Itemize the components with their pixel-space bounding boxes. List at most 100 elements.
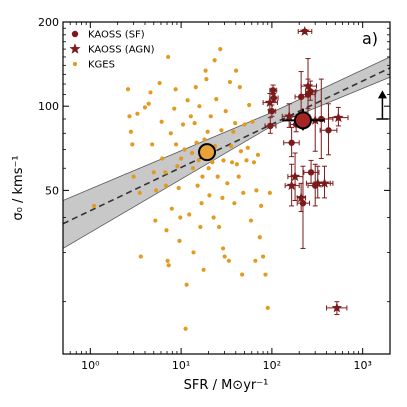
kges-point xyxy=(164,228,169,233)
kges-point xyxy=(151,170,156,175)
kges-point xyxy=(229,160,235,165)
x-tick-label: 10¹ xyxy=(172,359,190,372)
kges-point xyxy=(206,166,211,171)
kges-point xyxy=(220,195,225,200)
kges-point xyxy=(137,190,142,195)
kges-point xyxy=(257,235,262,240)
legend-label: KAOSS (AGN) xyxy=(88,45,155,56)
kges-point xyxy=(125,87,131,92)
kaoss-agn-point xyxy=(262,93,278,111)
kges-point xyxy=(207,193,212,198)
kges-point xyxy=(227,79,233,85)
kges-point xyxy=(166,54,171,60)
y-axis-title: σ₀ / kms⁻¹ xyxy=(11,155,26,220)
kges-point xyxy=(210,160,215,165)
kges-point xyxy=(244,158,249,163)
kges-point xyxy=(160,156,165,161)
kges-point xyxy=(191,250,196,255)
legend-kges-marker xyxy=(72,61,78,67)
kges-point xyxy=(163,170,168,175)
x-tick-label: 10² xyxy=(263,359,281,372)
kges-point xyxy=(202,137,207,142)
kges-point xyxy=(157,80,162,86)
kges-point xyxy=(150,142,155,147)
kaoss-agn-point xyxy=(326,301,348,315)
kges-point xyxy=(148,90,153,95)
kges-point xyxy=(200,174,205,179)
median-marker xyxy=(198,143,217,162)
star-marker xyxy=(299,25,310,36)
kaoss-agn-point xyxy=(295,182,307,213)
kges-point xyxy=(219,128,224,133)
kges-point xyxy=(232,201,237,206)
kges-point xyxy=(128,129,134,134)
kges-point xyxy=(197,104,202,109)
kges-point xyxy=(226,258,231,263)
arrow-layer xyxy=(376,90,389,120)
kges-point xyxy=(260,254,266,259)
circle-marker xyxy=(307,169,315,176)
kaoss-points xyxy=(262,25,349,315)
star-marker xyxy=(283,110,295,121)
kges-point xyxy=(173,142,179,147)
kges-point xyxy=(253,258,258,263)
kges-point xyxy=(199,201,204,206)
legend-kaoss-agn-marker xyxy=(69,43,81,54)
kges-point xyxy=(212,58,217,63)
x-axis-title: SFR / M⊙yr⁻¹ xyxy=(184,378,269,393)
kges-point xyxy=(194,140,199,145)
kges-point xyxy=(188,114,193,119)
circle-marker xyxy=(269,87,277,94)
kges-point xyxy=(172,106,177,111)
circle-marker xyxy=(325,127,332,134)
kges-point xyxy=(240,272,245,277)
kges-point xyxy=(234,162,240,167)
kges-point xyxy=(130,142,135,147)
median-marker xyxy=(293,111,312,130)
kges-point xyxy=(127,114,132,119)
kges-point xyxy=(166,263,171,268)
kges-point xyxy=(187,212,192,217)
kges-point xyxy=(159,119,164,124)
kges-point xyxy=(265,305,270,311)
x-tick-label: 10³ xyxy=(353,359,371,372)
kges-point xyxy=(165,258,170,263)
fit-line xyxy=(63,67,390,225)
kaoss-agn-point xyxy=(317,165,334,199)
median-markers xyxy=(198,108,325,162)
kges-point xyxy=(259,203,264,209)
kges-point xyxy=(247,102,252,108)
kges-point xyxy=(233,68,239,73)
kges-point xyxy=(176,185,181,191)
kaoss-sf-point xyxy=(269,84,278,96)
kges-point xyxy=(216,224,222,230)
plot-frame xyxy=(62,21,391,355)
kaoss-sf-point xyxy=(283,126,300,158)
kges-point xyxy=(242,122,247,127)
kges-point xyxy=(201,267,206,272)
kaoss-sf-point xyxy=(319,103,338,156)
kges-point xyxy=(233,121,238,126)
kges-point xyxy=(182,147,187,152)
circle-marker xyxy=(288,139,295,146)
axis-ticks: 10⁰ 10¹ 10² 10³ 50 100 200 xyxy=(38,16,391,372)
kges-point xyxy=(205,129,210,134)
kges-point xyxy=(195,183,200,188)
panel-label: a) xyxy=(362,29,378,48)
kges-point xyxy=(221,158,226,163)
kges-point xyxy=(218,47,223,52)
kges-point xyxy=(91,203,97,209)
kaoss-sf-point xyxy=(264,117,277,134)
legend: KAOSS (SF) KAOSS (AGN) KGES xyxy=(69,30,155,71)
kges-point xyxy=(203,68,208,73)
circle-marker xyxy=(270,94,278,102)
legend-label: KGES xyxy=(88,60,115,71)
kaoss-agn-point xyxy=(327,106,349,127)
kges-point xyxy=(255,152,261,157)
kges-point xyxy=(146,101,151,106)
y-tick-label: 100 xyxy=(38,100,59,113)
kges-point xyxy=(231,129,236,134)
kges-point xyxy=(135,111,140,116)
kges-point xyxy=(183,326,188,331)
